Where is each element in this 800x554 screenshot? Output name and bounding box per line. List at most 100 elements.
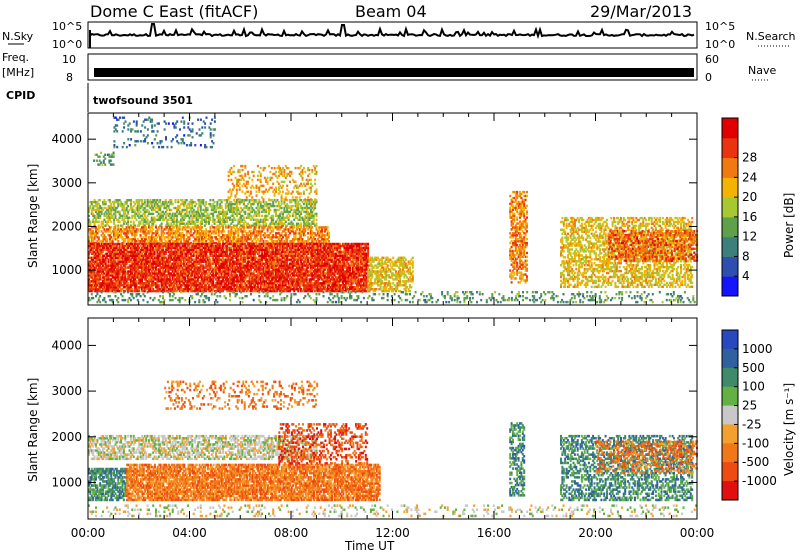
echo-cell	[215, 260, 217, 263]
echo-cell	[215, 248, 217, 252]
echo-cell	[177, 234, 180, 237]
echo-cell	[175, 210, 178, 214]
echo-cell	[304, 218, 307, 221]
echo-cell	[155, 256, 157, 259]
echo-cell	[127, 210, 130, 214]
echo-cell	[150, 212, 153, 216]
echo-cell	[95, 260, 97, 263]
echo-cell	[182, 256, 185, 259]
echo-cell	[125, 262, 128, 265]
echo-cell	[92, 268, 95, 271]
echo-cell	[188, 144, 191, 147]
echo-cell	[258, 220, 261, 223]
echo-cell	[209, 262, 212, 265]
echo-cell	[213, 254, 216, 257]
echo-cell	[198, 284, 201, 287]
echo-cell	[255, 234, 258, 237]
echo-cell	[219, 248, 222, 252]
echo-cell	[215, 282, 217, 285]
echo-cell	[234, 256, 237, 259]
echo-cell	[230, 214, 233, 218]
echo-cell	[307, 218, 310, 221]
echo-cell	[284, 240, 287, 243]
echo-cell	[93, 289, 96, 293]
echo-cell	[152, 254, 155, 257]
echo-cell	[142, 288, 145, 291]
echo-cell	[277, 216, 280, 219]
echo-cell	[195, 260, 198, 263]
echo-cell	[129, 288, 132, 291]
echo-cell	[195, 284, 198, 287]
echo-cell	[92, 206, 95, 210]
echo-cell	[129, 224, 132, 227]
echo-cell	[178, 286, 181, 289]
echo-cell	[148, 278, 150, 281]
echo-cell	[128, 286, 131, 289]
echo-cell	[125, 282, 128, 285]
echo-cell	[149, 240, 152, 243]
echo-cell	[100, 224, 103, 227]
echo-cell	[195, 224, 198, 227]
echo-cell	[97, 226, 100, 229]
echo-cell	[185, 226, 188, 229]
echo-cell	[252, 266, 255, 269]
echo-cell	[231, 240, 234, 243]
echo-cell	[107, 262, 110, 265]
echo-cell	[277, 222, 280, 225]
echo-cell	[88, 262, 90, 265]
echo-cell	[235, 199, 238, 202]
echo-cell	[174, 252, 177, 255]
echo-cell	[284, 236, 287, 239]
echo-cell	[199, 250, 202, 254]
echo-cell	[302, 199, 305, 202]
echo-cell	[152, 212, 155, 216]
echo-cell	[247, 260, 250, 263]
echo-cell	[170, 232, 173, 235]
echo-cell	[249, 204, 252, 208]
echo-cell	[113, 218, 116, 221]
echo-cell	[255, 278, 258, 281]
echo-cell	[309, 226, 312, 229]
echo-cell	[215, 266, 217, 269]
echo-cell	[120, 246, 123, 250]
echo-cell	[131, 282, 134, 285]
echo-cell	[134, 270, 137, 273]
echo-cell	[127, 274, 130, 277]
echo-cell	[220, 230, 223, 233]
echo-cell	[215, 270, 217, 273]
echo-cell	[254, 212, 257, 216]
echo-cell	[150, 216, 153, 219]
echo-cell	[323, 238, 326, 241]
echo-cell	[199, 224, 202, 227]
echo-cell	[227, 268, 230, 271]
echo-cell	[177, 284, 180, 287]
echo-cell	[226, 236, 229, 239]
echo-cell	[163, 228, 166, 231]
echo-cell	[138, 289, 141, 293]
echo-cell	[294, 199, 297, 202]
echo-cell	[216, 278, 219, 281]
echo-cell	[138, 286, 141, 289]
echo-cell	[280, 224, 283, 227]
echo-cell	[89, 282, 92, 285]
echo-cell	[230, 266, 233, 269]
echo-cell	[248, 248, 251, 252]
echo-cell	[107, 204, 110, 208]
echo-cell	[222, 248, 224, 252]
echo-cell	[212, 202, 215, 206]
echo-cell	[279, 212, 282, 216]
echo-cell	[150, 280, 153, 283]
echo-cell	[178, 258, 181, 261]
echo-cell	[134, 254, 137, 257]
echo-cell	[125, 258, 128, 261]
echo-cell	[199, 282, 202, 285]
echo-cell	[121, 238, 124, 241]
echo-cell	[122, 222, 125, 225]
echo-cell	[128, 238, 131, 241]
echo-cell	[115, 270, 118, 273]
echo-cell	[134, 242, 137, 246]
echo-cell	[188, 246, 191, 250]
echo-cell	[106, 256, 109, 259]
echo-cell	[167, 212, 170, 216]
echo-cell	[206, 206, 209, 210]
